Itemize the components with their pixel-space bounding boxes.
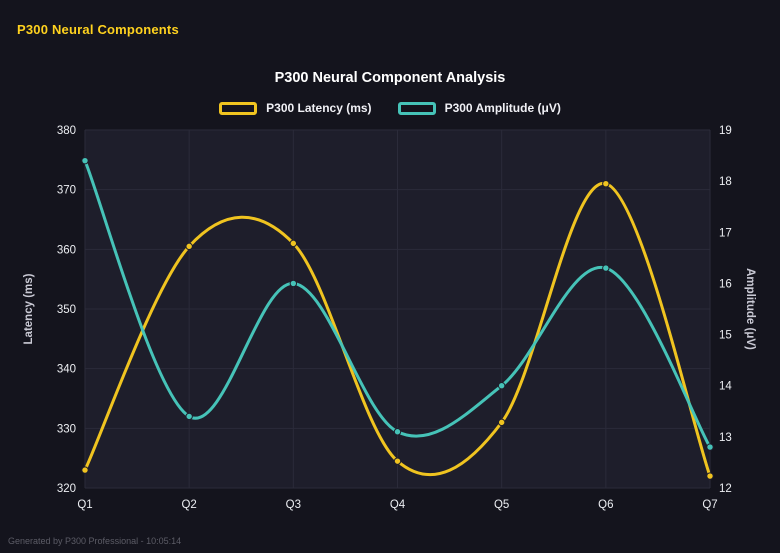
chart-title: P300 Neural Component Analysis [274, 70, 506, 86]
svg-text:370: 370 [57, 185, 76, 197]
svg-text:15: 15 [719, 330, 732, 342]
legend-swatch-latency [219, 101, 258, 115]
svg-text:350: 350 [57, 304, 76, 316]
svg-text:340: 340 [57, 364, 76, 376]
line-chart: 320 330 340 350 360 370 380 12 13 14 15 16 17 18 19 Q1 Q… [23, 125, 756, 511]
svg-text:12: 12 [719, 483, 732, 495]
svg-text:Q2: Q2 [181, 499, 196, 511]
svg-text:17: 17 [719, 227, 732, 239]
svg-text:14: 14 [719, 381, 732, 393]
svg-text:Q6: Q6 [598, 499, 613, 511]
svg-text:13: 13 [719, 432, 732, 444]
page-title: P300 Neural Components [17, 22, 179, 37]
series-amplitude [81, 156, 714, 451]
legend-label: P300 Latency (ms) [266, 101, 372, 115]
svg-text:Amplitude (μV): Amplitude (μV) [744, 268, 756, 350]
svg-text:19: 19 [719, 125, 732, 137]
svg-text:Q3: Q3 [286, 499, 301, 511]
svg-text:Q4: Q4 [390, 499, 406, 511]
svg-text:16: 16 [719, 278, 732, 290]
svg-text:330: 330 [57, 423, 76, 435]
svg-text:Q1: Q1 [77, 499, 92, 511]
legend-swatch-amplitude [397, 101, 436, 115]
svg-text:Q5: Q5 [494, 499, 509, 511]
legend-item-amplitude[interactable]: P300 Amplitude (μV) [397, 101, 561, 115]
footer-note: Generated by P300 Professional - 10:05:1… [8, 536, 182, 546]
svg-text:18: 18 [719, 176, 732, 188]
legend-item-latency[interactable]: P300 Latency (ms) [219, 101, 372, 115]
chart-legend: P300 Latency (ms) P300 Amplitude (μV) [0, 101, 780, 115]
svg-text:360: 360 [57, 244, 76, 256]
series-latency [81, 180, 714, 480]
svg-text:Latency (ms): Latency (ms) [23, 273, 35, 344]
svg-text:320: 320 [57, 483, 76, 495]
svg-text:Q7: Q7 [702, 499, 717, 511]
axis-ticks: 320 330 340 350 360 370 380 12 13 14 15 16 17 18 19 Q1 Q… [57, 125, 733, 511]
legend-label: P300 Amplitude (μV) [444, 101, 561, 115]
svg-text:380: 380 [57, 125, 76, 137]
